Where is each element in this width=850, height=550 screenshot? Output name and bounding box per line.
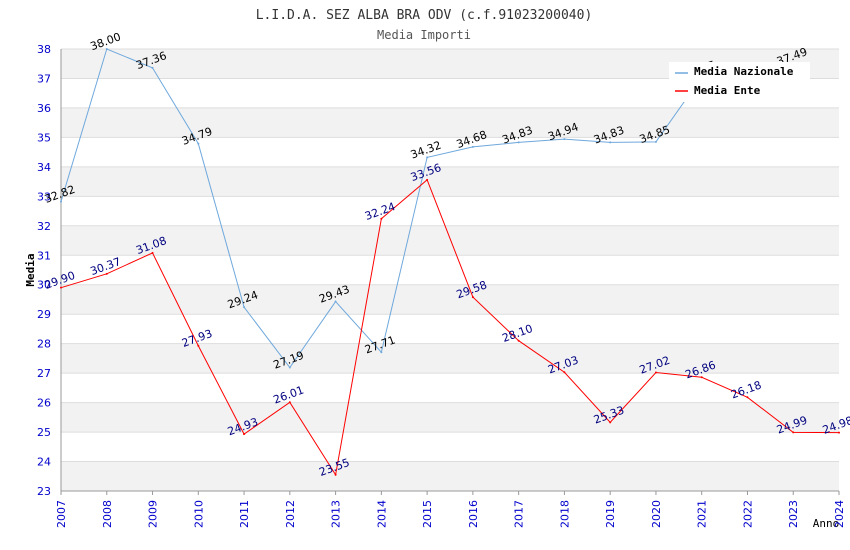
x-tick-label: 2021 <box>696 500 709 528</box>
x-tick-labels: 2007 2008 2009 2010 2011 2012 2013 2014 2015 2016… <box>55 500 846 528</box>
data-point <box>151 66 154 69</box>
data-point <box>151 251 154 254</box>
x-tick-label: 2010 <box>192 500 205 528</box>
data-point <box>426 178 429 181</box>
band <box>61 284 839 315</box>
x-tick-label: 2013 <box>330 500 343 528</box>
data-point <box>792 431 795 434</box>
chart-title: L.I.D.A. SEZ ALBA BRA ODV (c.f.910232000… <box>256 8 593 23</box>
data-point <box>380 217 383 220</box>
y-tick-label: 23 <box>37 485 51 498</box>
data-label: 26.18 <box>729 379 763 402</box>
data-point <box>243 306 246 309</box>
data-point <box>563 371 566 374</box>
y-tick-label: 36 <box>37 102 51 115</box>
data-label: 34.32 <box>409 139 443 162</box>
data-point <box>838 431 840 434</box>
data-point <box>563 138 566 141</box>
x-tick-label: 2023 <box>787 500 800 528</box>
x-tick-label: 2015 <box>421 500 434 528</box>
y-tick-label: 29 <box>37 308 51 321</box>
data-point <box>380 351 383 354</box>
legend-label-nazionale: Media Nazionale <box>694 65 794 78</box>
data-label: 28.10 <box>500 322 534 345</box>
data-label: 32.24 <box>363 200 397 223</box>
data-point <box>426 156 429 159</box>
data-point <box>609 421 612 424</box>
y-tick-label: 30 <box>37 279 51 292</box>
x-tick-label: 2016 <box>467 500 480 528</box>
legend-box <box>669 62 810 102</box>
x-tick-label: 2012 <box>284 500 297 528</box>
series-line-ente <box>60 178 840 477</box>
data-label: 32.82 <box>43 183 77 206</box>
band <box>61 343 839 374</box>
axes <box>60 49 840 495</box>
data-point <box>654 140 657 143</box>
band <box>61 461 839 491</box>
data-point <box>517 339 520 342</box>
x-tick-label: 2020 <box>650 500 663 528</box>
data-point <box>60 286 62 289</box>
data-point <box>334 473 337 476</box>
y-tick-label: 24 <box>37 456 51 469</box>
y-tick-label: 35 <box>37 131 51 144</box>
data-point <box>197 142 200 145</box>
x-tick-label: 2008 <box>101 500 114 528</box>
data-point <box>471 145 474 148</box>
data-point <box>471 296 474 299</box>
y-tick-label: 27 <box>37 367 51 380</box>
x-tick-label: 2014 <box>375 500 388 528</box>
legend-label-ente: Media Ente <box>694 84 761 97</box>
data-point <box>60 200 62 203</box>
x-tick-label: 2018 <box>558 500 571 528</box>
legend: Media Nazionale Media Ente <box>669 62 810 102</box>
band <box>61 402 839 433</box>
data-point <box>243 433 246 436</box>
x-tick-label: 2024 <box>833 500 846 528</box>
data-point <box>288 366 291 369</box>
y-tick-label: 33 <box>37 190 51 203</box>
data-point <box>288 401 291 404</box>
y-tick-label: 31 <box>37 249 51 262</box>
x-tick-label: 2019 <box>604 500 617 528</box>
y-tick-labels: 23 24 25 26 27 28 29 30 31 32 33 34 35 36 37 38 <box>37 43 51 498</box>
y-tick-label: 26 <box>37 397 51 410</box>
chart-subtitle: Media Importi <box>377 28 471 42</box>
x-axis-label: Anno <box>813 517 840 530</box>
background-bands <box>61 49 839 491</box>
band <box>61 107 839 138</box>
y-tick-label: 34 <box>37 161 51 174</box>
data-point <box>700 376 703 379</box>
data-point <box>517 141 520 144</box>
band <box>61 166 839 197</box>
y-tick-label: 38 <box>37 43 51 56</box>
data-point <box>105 272 108 275</box>
data-point <box>197 344 200 347</box>
data-point <box>654 371 657 374</box>
data-point <box>609 141 612 144</box>
x-tick-label: 2017 <box>513 500 526 528</box>
x-tick-label: 2011 <box>238 500 251 528</box>
band <box>61 225 839 256</box>
x-tick-label: 2022 <box>741 500 754 528</box>
data-point <box>105 48 108 50</box>
x-tick-label: 2007 <box>55 500 68 528</box>
y-tick-label: 25 <box>37 426 51 439</box>
y-tick-label: 37 <box>37 72 51 85</box>
series-lines <box>60 48 840 477</box>
y-axis-label: Media <box>24 253 37 286</box>
y-tick-label: 32 <box>37 220 51 233</box>
data-point <box>746 396 749 399</box>
x-tick-label: 2009 <box>147 500 160 528</box>
grid-lines <box>61 48 839 492</box>
y-tick-label: 28 <box>37 338 51 351</box>
data-point <box>334 300 337 303</box>
